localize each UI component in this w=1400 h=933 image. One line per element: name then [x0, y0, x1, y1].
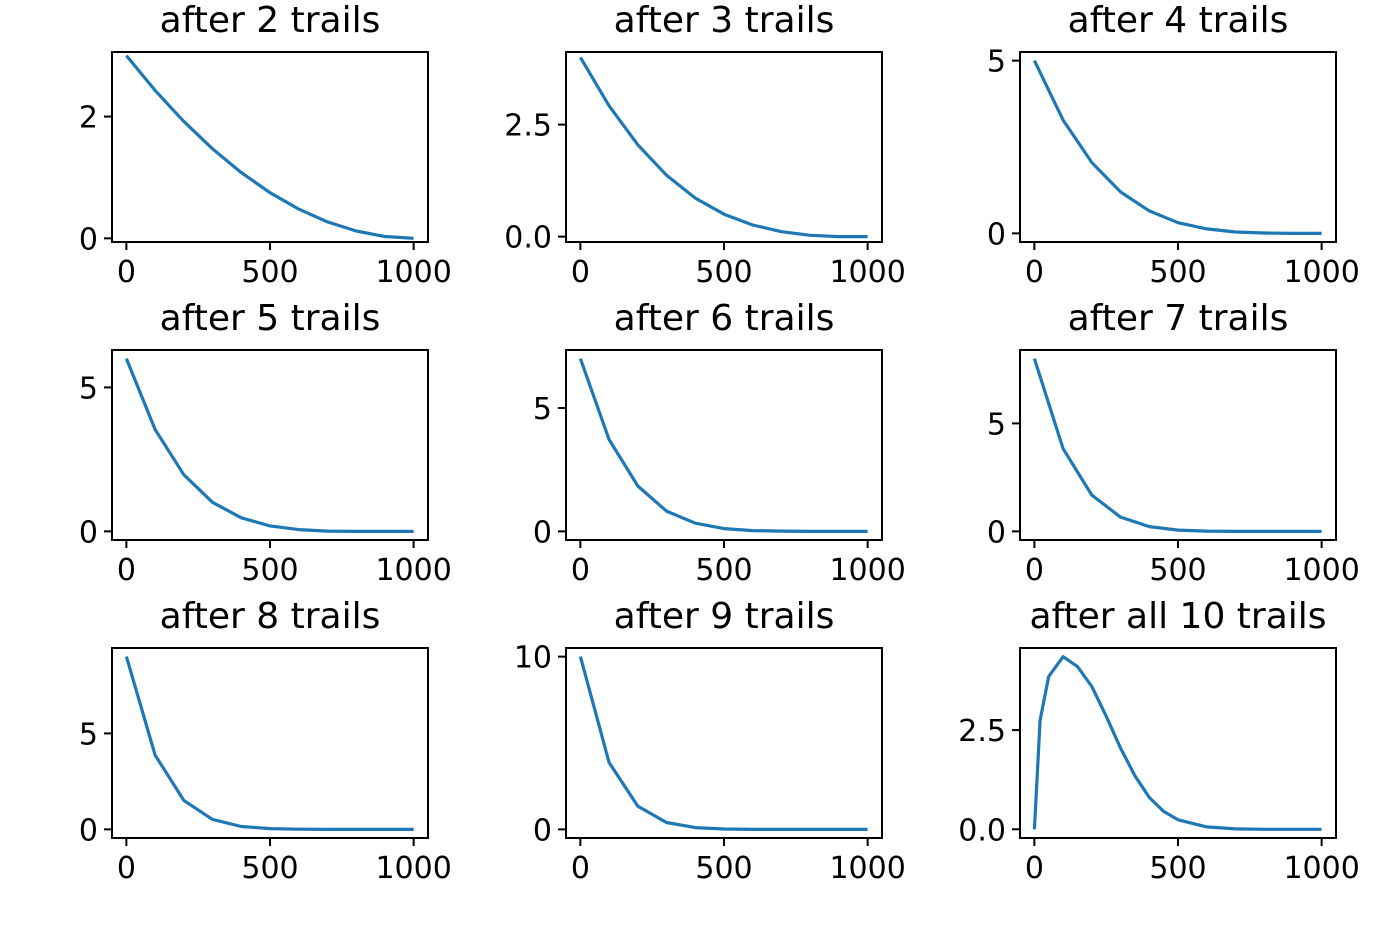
y-tick-label: 0.0 [504, 221, 552, 256]
series-line [124, 357, 414, 533]
x-tick-label: 500 [695, 851, 752, 886]
subplot-title: after 7 trails [1068, 298, 1289, 339]
subplot-8: 0 500 1000 0 10 after 9 trails [514, 596, 906, 886]
x-tick-label: 500 [1149, 553, 1206, 588]
x-tick-label: 500 [695, 553, 752, 588]
y-tick-label: 0 [533, 813, 552, 848]
series-line [578, 656, 868, 831]
x-tick-label: 1000 [375, 553, 451, 588]
series-line [1032, 59, 1322, 235]
subplot-title: after 2 trails [160, 0, 381, 41]
x-tick-label: 1000 [1283, 553, 1359, 588]
y-tick-label: 2.5 [958, 714, 1006, 749]
subplot-7: 0 500 1000 0 5 after 8 trails [79, 596, 452, 886]
series-line [125, 54, 414, 240]
y-tick-label: 5 [79, 717, 98, 752]
axes-frame [1019, 647, 1337, 839]
subplot-title: after all 10 trails [1029, 596, 1326, 637]
x-tick-label: 500 [241, 255, 298, 290]
subplot-6: 0 500 1000 0 5 after 7 trails [987, 298, 1360, 588]
axes-frame [1019, 349, 1337, 541]
y-tick-label: 0 [533, 515, 552, 550]
x-tick-label: 0 [117, 255, 136, 290]
y-tick-label: 2.5 [504, 109, 552, 144]
series-line [579, 56, 868, 239]
y-tick-label: 0 [79, 515, 98, 550]
x-tick-label: 0 [1025, 553, 1044, 588]
subplot-2: 0 500 1000 0.0 2.5 after 3 trails [504, 0, 906, 290]
subplot-title: after 6 trails [614, 298, 835, 339]
subplot-title: after 5 trails [160, 298, 381, 339]
subplot-5: 0 500 1000 0 5 after 6 trails [533, 298, 906, 588]
subplot-title: after 9 trails [614, 596, 835, 637]
series-line [124, 656, 414, 831]
subplot-9: 0 500 1000 0.0 2.5 after all 10 trails [958, 596, 1360, 886]
x-tick-label: 1000 [375, 255, 451, 290]
x-tick-label: 1000 [375, 851, 451, 886]
x-tick-label: 500 [1149, 851, 1206, 886]
subplot-title: after 8 trails [160, 596, 381, 637]
axes-frame [111, 51, 429, 243]
x-tick-label: 500 [1149, 255, 1206, 290]
y-tick-label: 0 [987, 515, 1006, 550]
x-tick-label: 0 [571, 255, 590, 290]
series-line [1032, 358, 1322, 533]
x-tick-label: 0 [571, 553, 590, 588]
x-tick-label: 0 [1025, 255, 1044, 290]
axes-frame [111, 349, 429, 541]
x-tick-label: 500 [241, 851, 298, 886]
x-tick-label: 0 [1025, 851, 1044, 886]
y-tick-label: 5 [987, 407, 1006, 442]
x-tick-label: 1000 [1283, 255, 1359, 290]
axes-frame [1019, 51, 1337, 243]
x-tick-label: 1000 [829, 851, 905, 886]
series-line [578, 358, 868, 533]
axes-frame [111, 647, 429, 839]
subplot-4: 0 500 1000 0 5 after 5 trails [79, 298, 452, 588]
subplot-title: after 4 trails [1068, 0, 1289, 41]
y-tick-label: 0 [79, 813, 98, 848]
axes-frame [565, 647, 883, 839]
x-tick-label: 1000 [829, 255, 905, 290]
y-tick-label: 5 [987, 45, 1006, 80]
x-tick-label: 1000 [1283, 851, 1359, 886]
subplot-1: 0 500 1000 0 2 after 2 trails [79, 0, 452, 290]
x-tick-label: 0 [571, 851, 590, 886]
x-tick-label: 500 [241, 553, 298, 588]
y-tick-label: 5 [79, 371, 98, 406]
y-tick-label: 0 [79, 222, 98, 257]
x-tick-label: 500 [695, 255, 752, 290]
y-tick-label: 0 [987, 217, 1006, 252]
y-tick-label: 2 [79, 101, 98, 136]
y-tick-label: 5 [533, 392, 552, 427]
x-tick-label: 0 [117, 851, 136, 886]
y-tick-label: 0.0 [958, 813, 1006, 848]
x-tick-label: 1000 [829, 553, 905, 588]
subplot-3: 0 500 1000 0 5 after 4 trails [987, 0, 1360, 290]
subplot-title: after 3 trails [614, 0, 835, 41]
x-tick-label: 0 [117, 553, 136, 588]
series-line [1032, 655, 1322, 831]
y-tick-label: 10 [514, 641, 552, 676]
